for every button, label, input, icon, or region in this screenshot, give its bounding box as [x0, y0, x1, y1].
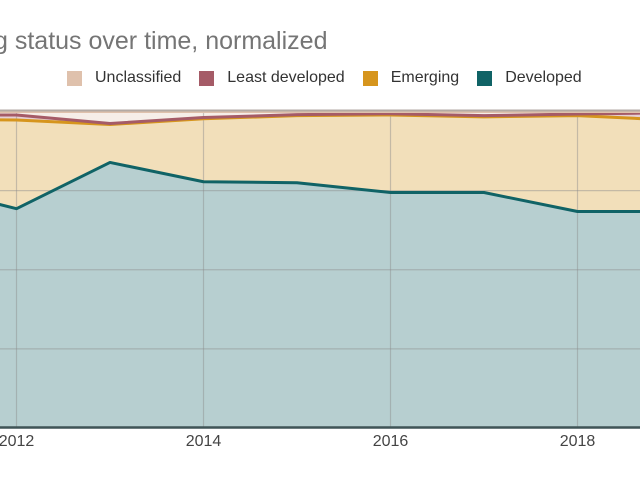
- legend-label: Unclassified: [95, 69, 182, 86]
- legend-swatch-icon: [477, 70, 493, 86]
- x-tick-label-2012: 2012: [0, 433, 35, 450]
- legend-label: Least developed: [227, 69, 345, 86]
- series-line-developed: [0, 160, 640, 214]
- legend-swatch-icon: [67, 70, 82, 86]
- legend-swatch-icon: [362, 70, 378, 86]
- x-tick-label-2016: 2016: [372, 433, 409, 450]
- legend-swatch-icon: [199, 70, 215, 86]
- legend-item-unclassified: Unclassified: [67, 69, 181, 87]
- chart-legend: Unclassified Least developed Emerging Devel…: [67, 69, 582, 87]
- legend-label: Developed: [505, 69, 582, 86]
- legend-item-least-developed: Least developed: [199, 69, 345, 87]
- x-tick-label-2018: 2018: [559, 433, 596, 450]
- area-band-developed: [0, 162, 640, 428]
- legend-item-developed: Developed: [477, 69, 582, 87]
- legend-label: Emerging: [390, 69, 460, 86]
- series-line-least-developed: [0, 111, 640, 126]
- chart-title: g status over time, normalized: [0, 27, 328, 55]
- area-band-emerging: [0, 114, 640, 212]
- legend-item-emerging: Emerging: [362, 69, 460, 87]
- x-tick-label-2014: 2014: [185, 433, 222, 450]
